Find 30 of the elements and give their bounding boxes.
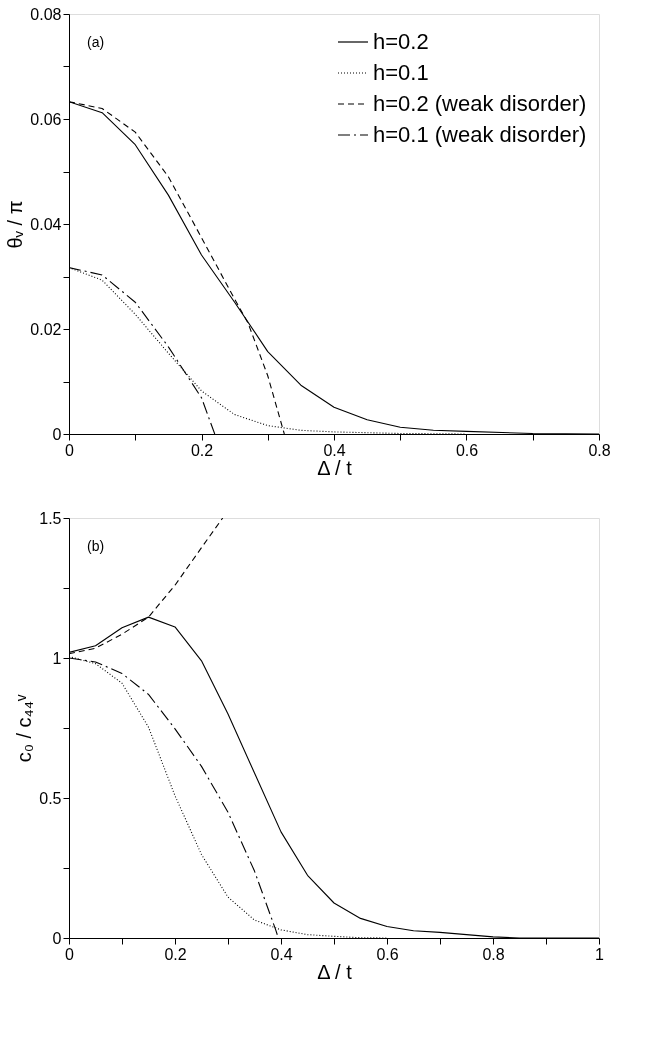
x-tick-label: 0.4 (323, 441, 346, 459)
y-tick-label: 0.5 (39, 789, 62, 807)
annotation: (a) (87, 34, 105, 50)
y-axis-title: θᵥ / π (4, 200, 27, 249)
x-axis-title: Δ / t (317, 960, 353, 983)
y-tick-label: 0.08 (30, 5, 62, 23)
y-axis-title: c₀ / c₄₄ᵛ (13, 694, 36, 763)
legend-label: h=0.2 (weak disorder) (373, 91, 587, 116)
y-tick-label: 0 (52, 929, 62, 947)
legend-label: h=0.1 (373, 60, 429, 85)
x-tick-label: 0.4 (270, 945, 293, 963)
x-tick-label: 0.6 (455, 441, 479, 459)
y-tick-label: 0.04 (30, 215, 62, 233)
annotation: (b) (87, 538, 105, 554)
x-tick-label: 1 (595, 945, 605, 963)
y-tick-label: 0 (52, 425, 62, 443)
x-tick-label: 0 (65, 441, 75, 459)
y-tick-label: 1 (52, 649, 62, 667)
x-tick-label: 0.2 (164, 945, 187, 963)
y-tick-label: 0.06 (30, 110, 62, 128)
legend-label: h=0.1 (weak disorder) (373, 122, 587, 147)
y-tick-label: 1.5 (39, 509, 62, 527)
y-tick-label: 0.02 (30, 320, 62, 338)
x-tick-label: 0.8 (482, 945, 505, 963)
x-axis-title: Δ / t (317, 456, 353, 479)
legend-label: h=0.2 (373, 29, 429, 54)
x-tick-label: 0.8 (588, 441, 611, 459)
x-tick-label: 0.2 (190, 441, 214, 459)
x-tick-label: 0 (65, 945, 75, 963)
x-tick-label: 0.6 (376, 945, 399, 963)
